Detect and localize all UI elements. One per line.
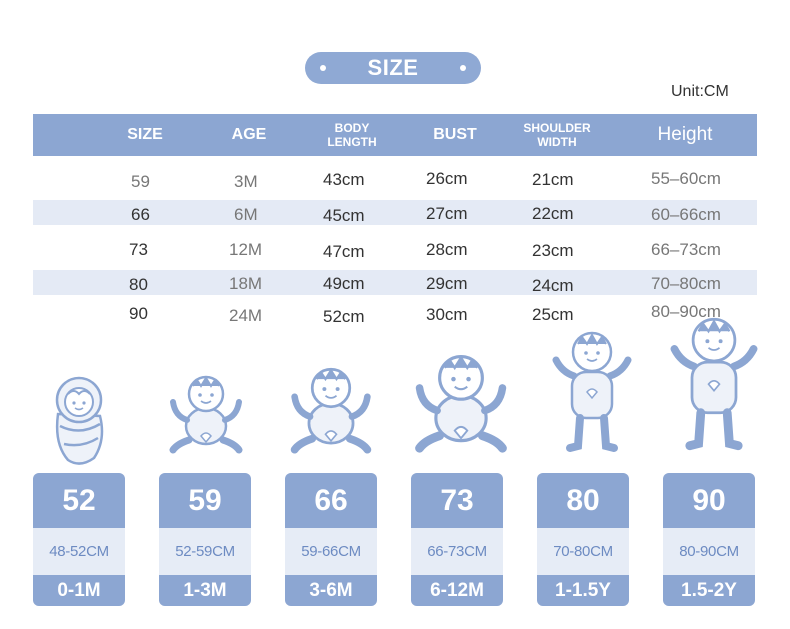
card-size: 59 bbox=[159, 473, 251, 528]
header-bust: BUST bbox=[433, 126, 477, 143]
row-stripe bbox=[33, 270, 757, 295]
header-age: AGE bbox=[231, 126, 267, 143]
standing-child-icon bbox=[552, 331, 632, 452]
cell-body-length: 52cm bbox=[323, 307, 365, 326]
header-body-length-line2: LENGTH bbox=[327, 135, 377, 149]
size-card: 73 66-73CM 6-12M bbox=[411, 473, 503, 606]
card-height: 80-90CM bbox=[679, 543, 739, 560]
cell-age: 12M bbox=[229, 240, 263, 259]
pill-dot-left bbox=[320, 65, 326, 71]
cell-bust: 30cm bbox=[426, 305, 468, 324]
cell-age: 3M bbox=[234, 172, 258, 191]
cell-height: 60–66cm bbox=[651, 205, 721, 224]
cell-age: 6M bbox=[234, 205, 258, 224]
header-body-length-line1: BODY bbox=[334, 121, 370, 135]
card-age: 0-1M bbox=[33, 575, 125, 606]
header-shoulder-line1: SHOULDER bbox=[523, 121, 591, 135]
cell-size: 90 bbox=[129, 304, 148, 323]
card-size: 52 bbox=[33, 473, 125, 528]
cell-shoulder: 25cm bbox=[532, 305, 574, 324]
card-age: 1.5-2Y bbox=[663, 575, 755, 606]
unit-label: Unit:CM bbox=[671, 83, 729, 100]
page-title: SIZE bbox=[367, 55, 419, 80]
cell-size: 59 bbox=[131, 172, 150, 191]
cell-age: 18M bbox=[229, 274, 263, 293]
swaddled-baby-icon bbox=[55, 376, 104, 465]
card-size: 80 bbox=[537, 473, 629, 528]
size-title-pill: SIZE bbox=[305, 52, 481, 84]
card-size: 66 bbox=[285, 473, 377, 528]
cell-size: 73 bbox=[129, 240, 148, 259]
cell-bust: 27cm bbox=[426, 204, 468, 223]
cell-shoulder: 22cm bbox=[532, 204, 574, 223]
card-age: 1-1.5Y bbox=[537, 575, 629, 606]
pill-dot-right bbox=[460, 65, 466, 71]
cell-shoulder: 21cm bbox=[532, 170, 574, 189]
cell-bust: 26cm bbox=[426, 169, 468, 188]
cell-bust: 28cm bbox=[426, 240, 468, 259]
size-card: 52 48-52CM 0-1M bbox=[33, 473, 125, 606]
cell-body-length: 49cm bbox=[323, 274, 365, 293]
cell-size: 80 bbox=[129, 275, 148, 294]
cell-height: 80–90cm bbox=[651, 302, 721, 321]
header-shoulder-line2: WIDTH bbox=[537, 135, 577, 149]
sitting-baby-icon bbox=[169, 375, 243, 454]
card-height: 59-66CM bbox=[301, 543, 361, 560]
card-size: 73 bbox=[411, 473, 503, 528]
cell-age: 24M bbox=[229, 306, 263, 325]
card-height: 66-73CM bbox=[427, 543, 487, 560]
card-age: 6-12M bbox=[411, 575, 503, 606]
cell-size: 66 bbox=[131, 205, 150, 224]
card-age: 1-3M bbox=[159, 575, 251, 606]
header-body-length: BODY LENGTH bbox=[313, 114, 391, 156]
cell-body-length: 47cm bbox=[323, 242, 365, 261]
table-header: SIZE AGE BODY LENGTH BUST SHOULDER WIDTH… bbox=[33, 114, 757, 156]
sitting-baby-icon bbox=[290, 367, 372, 454]
header-height: Height bbox=[657, 124, 713, 145]
size-card: 90 80-90CM 1.5-2Y bbox=[663, 473, 755, 606]
size-card: 59 52-59CM 1-3M bbox=[159, 473, 251, 606]
card-age: 3-6M bbox=[285, 575, 377, 606]
cell-height: 70–80cm bbox=[651, 274, 721, 293]
card-height: 70-80CM bbox=[553, 543, 613, 560]
card-height: 52-59CM bbox=[175, 543, 235, 560]
cell-shoulder: 23cm bbox=[532, 241, 574, 260]
cell-shoulder: 24cm bbox=[532, 276, 574, 295]
card-size: 90 bbox=[663, 473, 755, 528]
sitting-baby-icon bbox=[415, 354, 507, 453]
header-shoulder-width: SHOULDER WIDTH bbox=[511, 114, 603, 156]
cell-height: 55–60cm bbox=[651, 169, 721, 188]
size-card: 80 70-80CM 1-1.5Y bbox=[537, 473, 629, 606]
standing-child-icon bbox=[670, 317, 758, 451]
cell-body-length: 43cm bbox=[323, 170, 365, 189]
card-height: 48-52CM bbox=[49, 543, 109, 560]
size-card: 66 59-66CM 3-6M bbox=[285, 473, 377, 606]
header-size: SIZE bbox=[127, 126, 163, 143]
cell-body-length: 45cm bbox=[323, 206, 365, 225]
cell-bust: 29cm bbox=[426, 274, 468, 293]
row-stripe bbox=[33, 200, 757, 225]
cell-height: 66–73cm bbox=[651, 240, 721, 259]
